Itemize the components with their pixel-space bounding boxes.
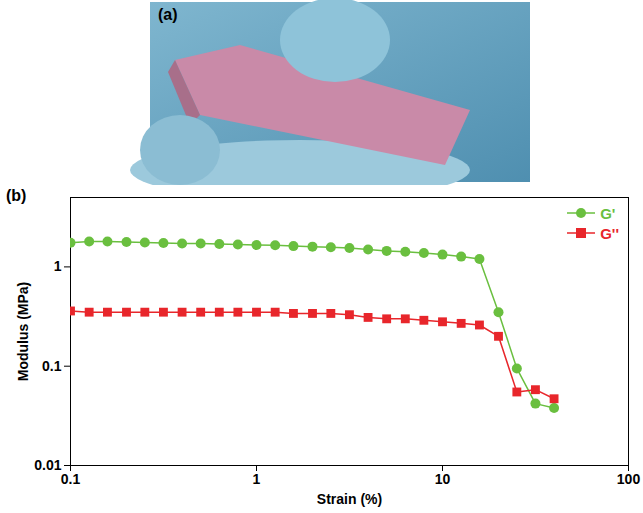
svg-text:Modulus (MPa): Modulus (MPa)	[15, 282, 31, 382]
svg-text:0.1: 0.1	[61, 471, 81, 487]
svg-text:1: 1	[253, 471, 261, 487]
svg-text:0.1: 0.1	[42, 358, 62, 374]
svg-text:10: 10	[435, 471, 451, 487]
html-text:G': G'	[600, 204, 616, 222]
html-text:(b): (b)	[6, 187, 27, 204]
svg-text:100: 100	[617, 471, 641, 487]
html-text:G'': G''	[600, 224, 619, 242]
svg-text:Strain (%): Strain (%)	[317, 491, 382, 507]
svg-text:0.01: 0.01	[34, 457, 61, 473]
html-text:(a): (a)	[158, 6, 178, 23]
svg-text:1: 1	[54, 258, 62, 274]
